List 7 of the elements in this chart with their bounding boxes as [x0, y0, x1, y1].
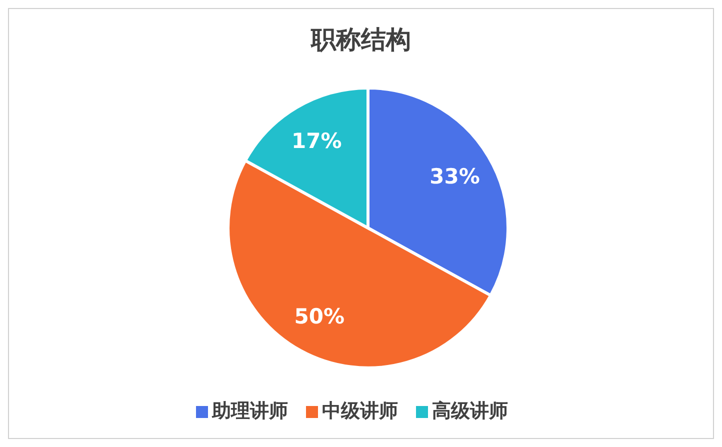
data-label: 50%	[294, 304, 345, 328]
data-label: 17%	[292, 129, 342, 154]
legend-label: 助理讲师	[212, 400, 288, 422]
data-label: 33%	[430, 164, 480, 189]
legend-label: 中级讲师	[322, 400, 398, 422]
legend-label: 高级讲师	[432, 400, 508, 422]
chart-title: 职称结构	[309, 24, 412, 56]
